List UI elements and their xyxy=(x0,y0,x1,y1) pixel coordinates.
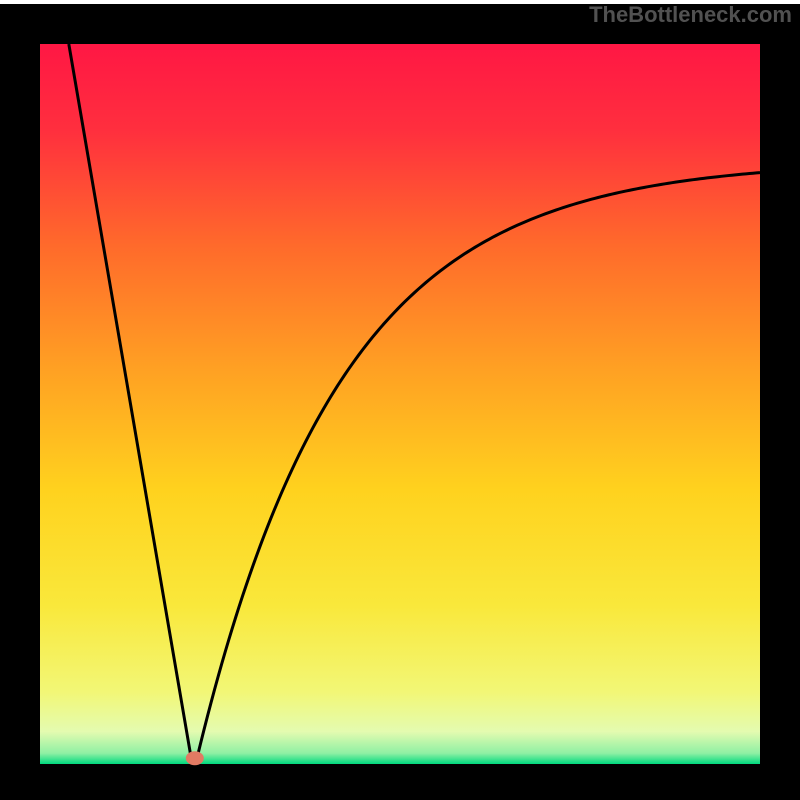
watermark-text: TheBottleneck.com xyxy=(589,2,792,28)
plot-background xyxy=(40,44,760,764)
bottleneck-plot xyxy=(0,0,800,800)
chart-container: TheBottleneck.com xyxy=(0,0,800,800)
optimum-marker xyxy=(186,751,204,765)
